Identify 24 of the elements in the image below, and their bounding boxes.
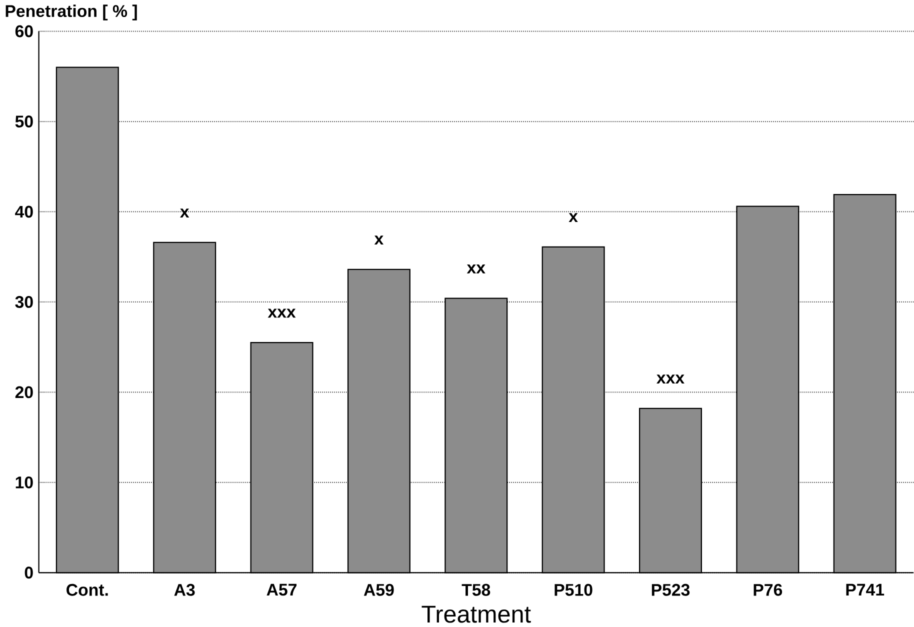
data-label: xx — [466, 264, 486, 274]
y-axis-title: Penetration [ % ] — [6, 4, 137, 20]
y-tick-label: 40 — [15, 206, 33, 218]
y-tick-label: 60 — [15, 25, 33, 38]
x-tick-label: A57 — [266, 584, 296, 596]
x-tick-label: P523 — [652, 584, 690, 596]
x-tick-label: A59 — [364, 584, 394, 596]
x-tick-label: P76 — [754, 584, 782, 596]
y-tick-label: 10 — [16, 476, 33, 488]
y-tick-label: 20 — [15, 386, 33, 398]
data-label: xxx — [656, 374, 684, 384]
x-tick-label: A3 — [174, 584, 195, 596]
data-label: x — [374, 235, 384, 244]
data-label: x — [568, 212, 578, 222]
y-tick-label: 50 — [15, 115, 33, 128]
x-tick-label: T58 — [462, 584, 490, 596]
y-tick-label: 30 — [15, 296, 33, 308]
x-tick-label: P741 — [846, 584, 884, 596]
data-label: x — [180, 208, 190, 218]
x-tick-label: Cont. — [66, 584, 108, 596]
x-axis-title: Treatment — [422, 606, 531, 623]
x-tick-label: P510 — [554, 584, 592, 596]
y-tick-label: 0 — [24, 566, 33, 578]
data-label: xxx — [268, 308, 296, 318]
